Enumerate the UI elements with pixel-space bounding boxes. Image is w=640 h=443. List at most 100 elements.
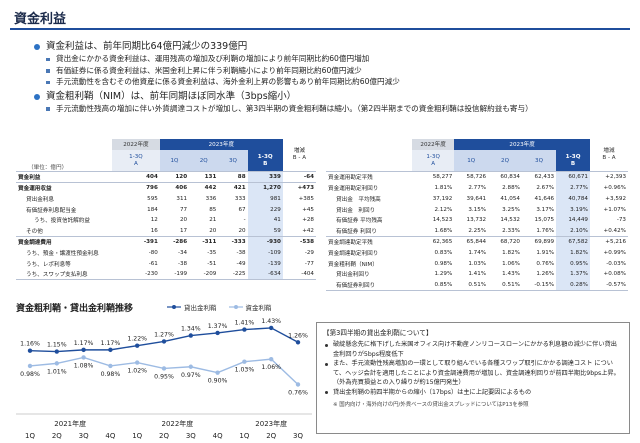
bullet-net-interest-income: 資金利益は、前年同期比64億円減少の339億円 [34,40,634,53]
data-label: 1.06% [261,364,281,371]
q3-cell: 333 [234,195,246,202]
q3-cell: 41,646 [534,195,555,202]
note-title: 【第3四半期の貸出金利鞘について】 [323,329,433,337]
col-cum-header: 1-3Q B [556,149,590,172]
q1-cell: 20 [179,217,188,224]
cum-cell: 981 [247,193,283,205]
q1-cell: 39,641 [466,195,487,202]
data-label: 1.17% [101,340,121,347]
q1-cell: 120 [159,171,190,183]
q2-cell: -311 [189,236,219,248]
cum-cell: 67,582 [556,236,590,248]
cum-cell: 0.28% [556,279,590,292]
prev-cell: 2.12% [434,206,453,213]
data-point [54,361,59,366]
q3-cell: -0.15% [521,279,557,292]
data-label: 1.03% [235,367,255,374]
data-label: 1.37% [208,323,228,330]
q1-cell: 65,844 [454,236,489,248]
chart-title: 資金粗利鞘・貸出金利鞘推移 [16,304,134,314]
col-q3-header: 3Q [521,149,557,172]
unit-label: （単位：億円） [28,165,68,172]
q1-cell: 311 [176,195,188,202]
q2-cell: -51 [207,260,217,267]
prev-cell: 595 [147,195,158,202]
title-underline [10,28,630,30]
x-tick-label: 2Q [266,432,276,440]
prev-cell: 1.81% [434,184,453,191]
q3-cell: -49 [236,260,246,267]
table-row: うち、投資信託解約益 12 20 21 -41 +28 [16,214,316,226]
diff-cell: +5,216 [589,236,628,248]
data-label: 0.95% [154,373,174,380]
prev-cell: -61 [148,260,158,267]
data-point [188,333,193,338]
row-label: 資金運用勘定利回り [328,185,379,192]
table-row: 資金粗利鞘（NIM） 0.98% 1.03% 1.06% 0.76% 0.95% -0.03… [326,258,628,269]
q2-cell: 2.33% [502,227,520,234]
q3-cell: 0.76% [536,260,555,267]
q3-cell: 20 [238,227,246,234]
table-row: 貸出金 平均残高 37,192 39,641 41,054 41,646 40,784 +3… [326,193,628,205]
q1-cell: 0.51% [454,279,489,292]
diff-cell: -0.03% [606,260,626,267]
row-label: 貸出金 利回り [336,207,376,214]
cum-cell: -634 [247,268,283,281]
prev-cell: 0.83% [434,249,453,256]
diff-cell: -0.57% [589,279,628,292]
data-point [135,360,140,365]
diff-cell: +45 [302,206,314,213]
q2-cell: 60,834 [488,171,522,183]
data-point [269,356,274,362]
blank-header [326,139,412,172]
data-label: 1.27% [154,331,174,338]
diff-cell: +0.96% [603,184,626,191]
table-row: 資金運用勘定利回り 1.81% 2.77% 2.88% 2.67% 2.77% +0.96% [326,182,628,194]
prev-cell: 0.98% [434,260,453,267]
x-tick-label: 1Q [132,432,142,440]
row-label: 有価証券 利回り [336,228,377,235]
q2-cell: 1.43% [502,271,520,278]
data-label: 1.01% [47,368,67,375]
data-point [161,339,167,344]
summary-bullets: 資金利益は、前年同期比64億円減少の339億円 貸出金にかかる資金利益は、運用残… [34,40,634,114]
legend-label: 資金利鞘 [245,304,272,312]
table-row: 資金利益 404 120 131 88 339 -64 [16,171,316,183]
data-point [81,347,86,353]
data-point [269,325,274,331]
row-label: 資金調達勘定利回り [328,250,379,257]
q2-cell: 442 [189,182,219,194]
table-row: 貸出金 利回り 2.12% 3.15% 3.25% 3.17% 3.19% +1.07% [326,204,628,215]
data-label: 1.34% [181,326,201,333]
row-label: 資金運用収益 [16,182,112,194]
chart-legend: 貸出金利鞘 資金利鞘 [167,302,272,312]
x-tick-label: 1Q [239,432,249,440]
diff-header: 増減 B - A [602,148,616,162]
x-tick-label: 2Q [52,432,62,440]
col-cum-header: 1-3Q B [247,149,283,172]
note-box: 【第3四半期の貸出金利鞘について】 破綻懸念先に格下げした米国オフィス向け不動産… [316,322,630,434]
table-row: 貸出金利回り 1.29% 1.41% 1.43% 1.26% 1.37% +0.08% [326,268,628,280]
q2-cell: 336 [205,195,217,202]
legend-item-loan-spread: 貸出金利鞘 [167,302,217,312]
x-tick-label: 1Q [25,432,35,440]
q1-cell: 2.25% [468,227,487,234]
data-point [161,366,167,371]
data-label: 1.41% [235,320,255,327]
diff-cell: -538 [282,236,316,248]
q2-cell: 85 [209,206,217,213]
data-point [188,364,193,369]
prev-cell: -80 [148,249,158,256]
q2-cell: 41,054 [500,195,520,202]
table-row: 貸出金利息 595 311 336 333 981 +385 [16,193,316,205]
fy2022-header: 2022年度 [412,139,455,150]
diff-cell: +28 [302,217,314,224]
prev-cell: 62,365 [412,236,455,248]
data-point [215,370,220,375]
table-row: 資金調達勘定利回り 0.83% 1.74% 1.82% 1.91% 1.82% +0.99% [326,247,628,259]
diff-cell: +42 [302,227,314,234]
legend-item-nim: 資金利鞘 [228,302,272,312]
q3-cell: 1.91% [536,249,555,256]
table-row: 資金調達勘定平残 62,365 65,844 68,720 69,899 67,582 +5… [326,236,628,248]
q2-cell: 2.88% [502,184,520,191]
